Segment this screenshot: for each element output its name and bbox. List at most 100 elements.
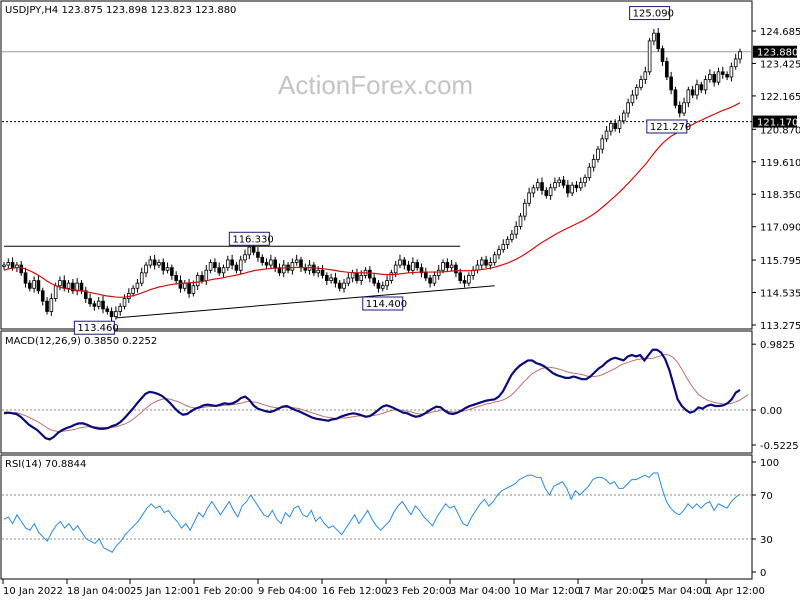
x-tick-label: 10 Jan 2022 — [3, 586, 63, 597]
candle — [260, 254, 265, 266]
x-tick-label: 18 Jan 04:00 — [67, 586, 130, 597]
annotation-box — [646, 119, 688, 134]
candle-body — [561, 179, 566, 186]
rsi-line — [3, 472, 741, 553]
candle — [238, 255, 243, 275]
candle-body — [101, 300, 105, 310]
candle-body — [385, 280, 389, 287]
candle-body — [195, 274, 200, 287]
candle-body — [230, 259, 234, 266]
moving-average-line — [3, 102, 741, 298]
candle — [170, 264, 174, 280]
candle — [712, 71, 716, 87]
candle — [424, 267, 428, 282]
price-axis-label-box — [753, 45, 797, 58]
candle-body — [441, 262, 445, 271]
candle-body — [238, 259, 243, 271]
candle-body — [574, 184, 579, 189]
candle-body — [88, 298, 92, 305]
candle — [96, 297, 101, 310]
candle — [600, 134, 605, 154]
candle-body — [510, 233, 514, 240]
candle — [479, 256, 484, 270]
candle-body — [720, 71, 725, 75]
candle — [161, 258, 166, 275]
candle-body — [273, 259, 277, 269]
x-tick-label: 25 Jan 12:00 — [130, 586, 193, 597]
candle-body — [695, 84, 699, 96]
candle — [256, 247, 260, 262]
candle-body — [600, 138, 605, 150]
candle — [733, 53, 738, 70]
candle — [583, 174, 587, 188]
candle-body — [634, 86, 639, 96]
candle — [630, 89, 635, 106]
candle-body — [36, 280, 41, 292]
price-y-tick-label: 124.685 — [760, 27, 800, 38]
candle-body — [540, 182, 544, 191]
candle — [350, 269, 355, 283]
candle-body — [514, 226, 518, 235]
candle-body — [372, 277, 376, 284]
candle — [247, 243, 252, 260]
candle — [518, 213, 523, 230]
candle — [290, 258, 295, 275]
candle — [346, 272, 351, 287]
candle-body — [157, 262, 161, 266]
candle-body — [703, 79, 708, 91]
candle — [497, 245, 501, 260]
candle — [660, 45, 665, 66]
annotation-label: 114.400 — [366, 299, 407, 310]
candle-body — [333, 277, 338, 284]
price-y-tick-label: 115.795 — [760, 256, 800, 267]
rsi-y-tick-label: 0 — [760, 568, 766, 579]
candle — [144, 262, 148, 278]
candle-body — [234, 264, 239, 271]
candle-body — [626, 102, 630, 114]
candle — [19, 260, 24, 276]
candle-body — [716, 71, 721, 83]
candle — [389, 269, 394, 284]
candle — [243, 249, 247, 264]
candle-body — [708, 74, 712, 80]
candle-body — [738, 51, 742, 60]
annotation-label: 116.330 — [232, 234, 273, 245]
candle-body — [557, 179, 562, 184]
candle — [372, 272, 376, 287]
candle-body — [161, 262, 166, 271]
candle-body — [677, 104, 682, 114]
candle-body — [264, 262, 269, 266]
candle — [281, 259, 286, 278]
candle-body — [402, 259, 407, 266]
candle — [226, 255, 230, 271]
candle-body — [281, 264, 286, 274]
candle-body — [583, 177, 587, 184]
candle — [484, 255, 488, 269]
candle-body — [320, 269, 325, 276]
candle — [613, 119, 617, 132]
candle — [643, 66, 648, 84]
candle-body — [290, 262, 295, 271]
candle — [45, 297, 49, 315]
x-tick-label: 25 Mar 04:00 — [642, 586, 709, 597]
price-series: 125.090 121.270 116.330 114.400 113.460 — [2, 6, 752, 335]
candle-body — [182, 282, 187, 289]
candle — [109, 307, 114, 322]
candle — [83, 286, 88, 303]
candle — [561, 175, 566, 189]
price-annotation: 116.330 — [228, 231, 274, 246]
candle — [127, 288, 131, 303]
candle-body — [105, 308, 110, 312]
candle-body — [596, 148, 600, 160]
candle-body — [609, 122, 613, 132]
candle — [578, 177, 583, 191]
candle — [131, 285, 135, 297]
candle — [454, 262, 458, 278]
candle — [475, 259, 480, 274]
candle-body — [617, 120, 622, 129]
candle-body — [725, 74, 729, 78]
candle — [139, 267, 144, 287]
x-tick-label: 3 Mar 04:00 — [450, 586, 510, 597]
candle-body — [256, 251, 260, 258]
annotation-box — [362, 296, 404, 311]
